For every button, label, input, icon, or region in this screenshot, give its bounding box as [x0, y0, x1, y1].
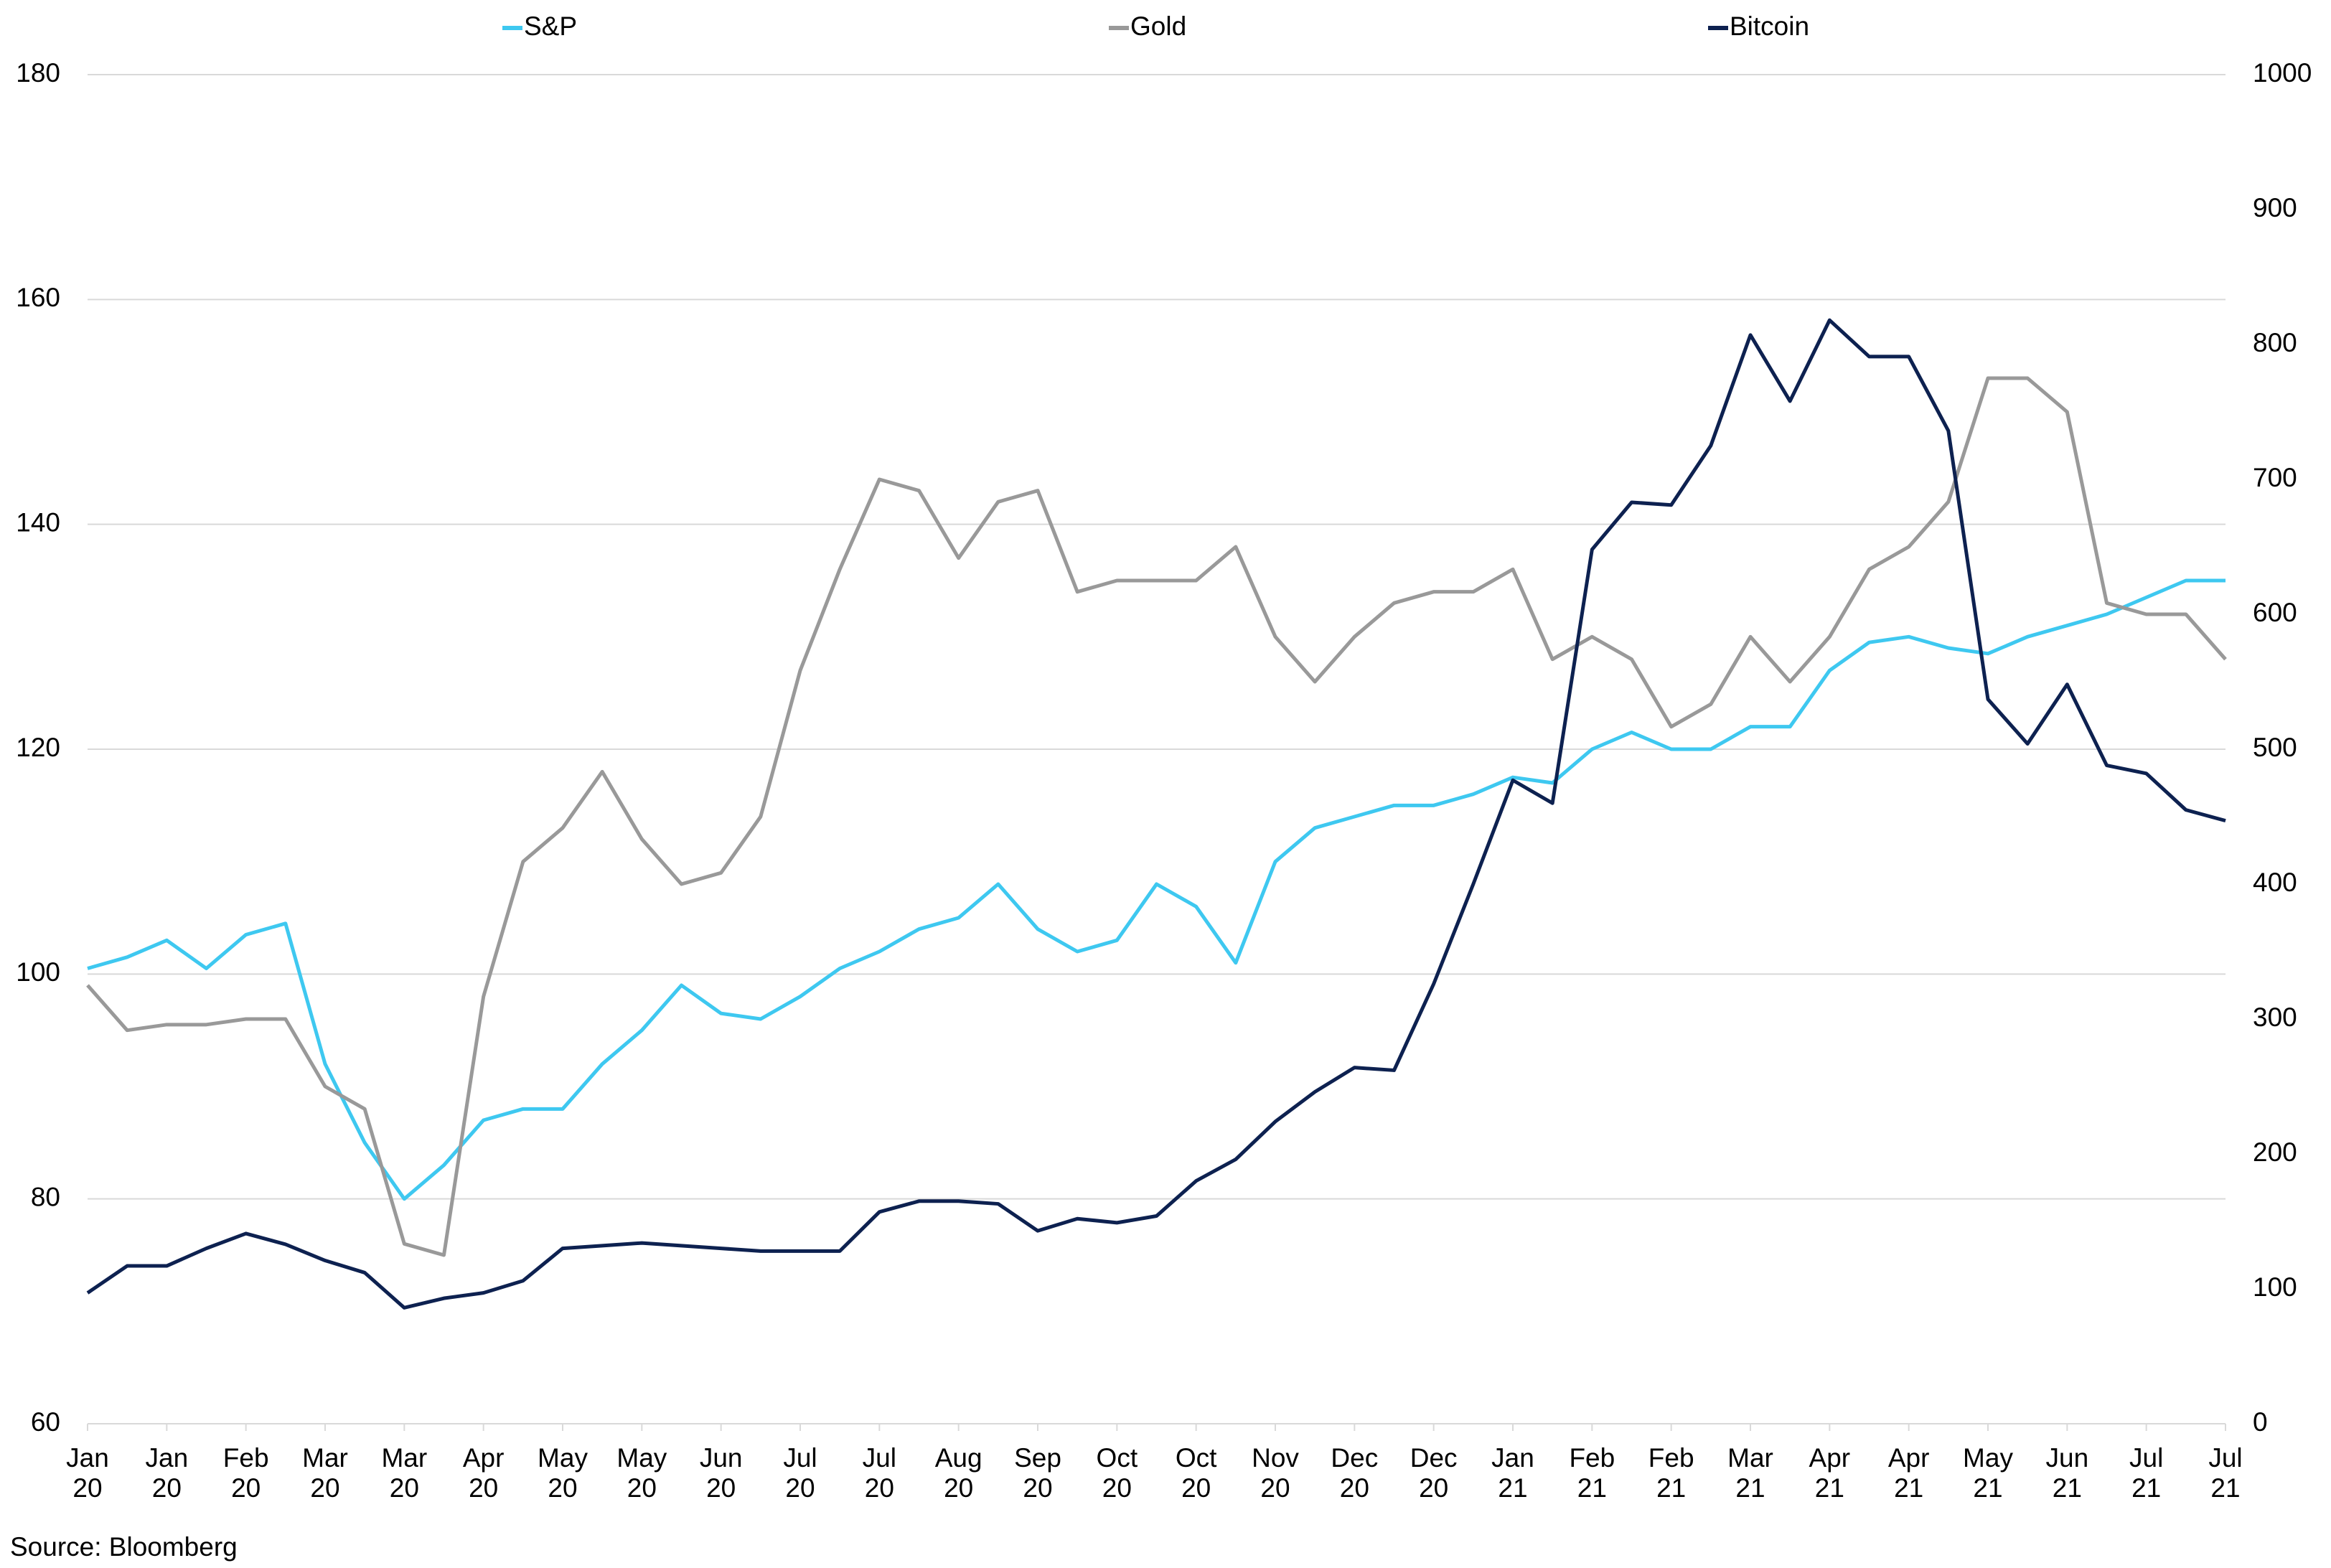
x-tick-label: Jun 20	[700, 1443, 743, 1503]
y2-tick-label: 100	[2253, 1272, 2297, 1302]
legend-label: Bitcoin	[1730, 11, 1809, 41]
y-tick-label: 100	[16, 957, 60, 987]
x-tick-label: Aug 20	[935, 1443, 982, 1503]
x-tick-label: Feb 21	[1648, 1443, 1694, 1503]
x-tick-label: Feb 20	[223, 1443, 269, 1503]
series-line	[86, 376, 2227, 1257]
x-tick-label: Jul 21	[2208, 1443, 2242, 1503]
y2-tick-label: 800	[2253, 328, 2297, 357]
x-tick-label: Dec 20	[1410, 1443, 1458, 1503]
x-tick-label: Sep 20	[1014, 1443, 1061, 1503]
y2-tick-label: 500	[2253, 733, 2297, 762]
y2-tick-label: 700	[2253, 463, 2297, 492]
x-tick-label: Apr 20	[463, 1443, 505, 1503]
y2-tick-label: 300	[2253, 1003, 2297, 1032]
x-tick-label: Oct 20	[1097, 1443, 1138, 1503]
x-tick-label: Nov 20	[1252, 1443, 1299, 1503]
x-tick-label: Mar 20	[302, 1443, 348, 1503]
x-tick-label: Dec 20	[1331, 1443, 1378, 1503]
y2-tick-label: 600	[2253, 598, 2297, 627]
x-tick-label: Jan 20	[66, 1443, 109, 1503]
x-tick-label: May 20	[616, 1443, 667, 1503]
x-tick-label: Jul 20	[863, 1443, 896, 1503]
y2-tick-label: 1000	[2253, 58, 2312, 88]
source: Source: Bloomberg	[10, 1532, 238, 1562]
series-line	[87, 578, 2226, 1201]
y-tick-label: 80	[31, 1182, 60, 1211]
x-tick-label: Feb 21	[1569, 1443, 1615, 1503]
x-tick-label: Mar 21	[1727, 1443, 1773, 1503]
y-tick-label: 140	[16, 507, 60, 537]
x-tick-label: Oct 20	[1176, 1443, 1217, 1503]
y2-tick-label: 400	[2253, 868, 2297, 897]
x-tick-label: Apr 21	[1888, 1443, 1930, 1503]
x-tick-label: May 20	[538, 1443, 588, 1503]
x-tick-label: Jan 21	[1491, 1443, 1534, 1503]
x-tick-label: May 21	[1963, 1443, 2013, 1503]
x-tick-label: Jul 21	[2129, 1443, 2163, 1503]
x-tick-label: Mar 20	[381, 1443, 427, 1503]
y-tick-label: 160	[16, 283, 60, 312]
y-tick-label: 120	[16, 733, 60, 762]
y-tick-label: 180	[16, 58, 60, 88]
x-tick-label: Jan 20	[146, 1443, 189, 1503]
legend-label: S&P	[524, 11, 577, 41]
x-tick-label: Jun 21	[2046, 1443, 2089, 1503]
y2-tick-label: 900	[2253, 193, 2297, 222]
y-tick-label: 60	[31, 1407, 60, 1437]
y2-tick-label: 200	[2253, 1137, 2297, 1167]
y2-tick-label: 0	[2253, 1407, 2268, 1437]
x-tick-label: Jul 20	[783, 1443, 817, 1503]
x-tick-label: Apr 21	[1809, 1443, 1851, 1503]
series-line	[86, 318, 2226, 1310]
legend-label: Gold	[1130, 11, 1186, 41]
